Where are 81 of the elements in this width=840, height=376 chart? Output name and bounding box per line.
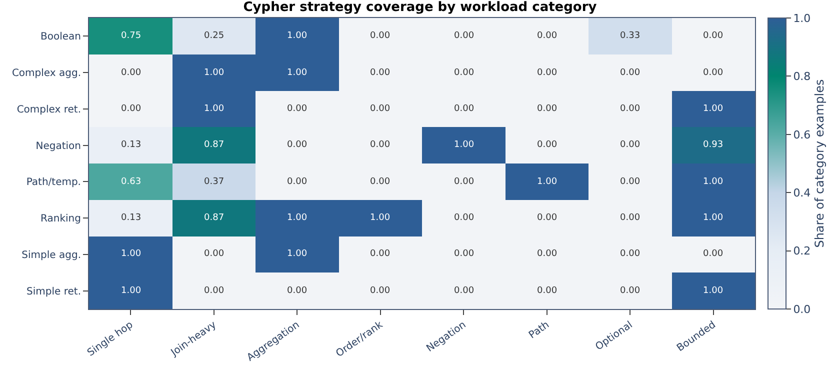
data-label: 0.87 (204, 213, 224, 223)
data-label: 0.00 (287, 140, 308, 150)
color-bar-label: 0.6 (793, 128, 811, 142)
color-bar-label: 0.0 (793, 302, 811, 316)
data-label: 0.00 (454, 104, 474, 114)
data-label: 0.75 (121, 31, 142, 41)
data-label: 1.00 (703, 286, 724, 296)
y-tick-label: Boolean (40, 32, 81, 43)
data-label: 0.00 (454, 177, 474, 187)
data-label: 0.00 (703, 68, 724, 78)
data-label: 0.00 (121, 104, 142, 114)
data-label: 0.00 (537, 31, 558, 41)
chart-title: Cypher strategy coverage by workload category (243, 0, 598, 15)
data-label: 0.00 (287, 177, 308, 187)
data-label: 1.00 (121, 286, 142, 296)
data-label: 0.00 (454, 213, 474, 223)
data-label: 0.00 (454, 286, 474, 296)
data-label: 0.00 (121, 68, 142, 78)
x-tick-label: Path (527, 320, 552, 342)
data-label: 0.00 (204, 249, 224, 259)
data-label: 0.00 (537, 68, 558, 78)
data-label: 1.00 (454, 140, 474, 150)
color-bar-label: 0.2 (793, 244, 811, 258)
data-label: 1.00 (703, 213, 724, 223)
color-bar-title: Share of category examples (812, 79, 827, 248)
data-label: 0.00 (287, 286, 308, 296)
color-bar-label: 0.4 (793, 186, 811, 200)
data-label: 0.13 (121, 213, 142, 223)
data-label: 0.00 (620, 286, 640, 296)
data-label: 0.00 (620, 104, 640, 114)
data-label: 0.63 (121, 177, 142, 187)
data-label: 1.00 (537, 177, 558, 187)
data-label: 0.00 (370, 286, 390, 296)
data-label: 0.00 (620, 213, 640, 223)
data-label: 1.00 (121, 249, 142, 259)
data-label: 0.00 (703, 249, 724, 259)
data-label: 0.00 (703, 31, 724, 41)
data-label: 0.00 (537, 140, 558, 150)
data-label: 0.00 (537, 286, 558, 296)
data-label: 1.00 (703, 177, 724, 187)
data-label: 0.00 (370, 104, 390, 114)
data-label: 0.37 (204, 177, 224, 187)
data-label: 1.00 (204, 68, 224, 78)
data-label: 0.00 (370, 177, 390, 187)
data-label: 0.00 (620, 68, 640, 78)
data-label: 1.00 (287, 249, 308, 259)
data-label: 0.00 (454, 68, 474, 78)
data-label: 0.25 (204, 31, 224, 41)
data-label: 0.00 (620, 140, 640, 150)
y-tick-label: Ranking (40, 214, 81, 225)
data-label: 0.87 (204, 140, 224, 150)
data-label: 0.00 (370, 249, 390, 259)
data-label: 0.33 (620, 31, 640, 41)
data-label: 0.13 (121, 140, 142, 150)
data-label: 0.00 (537, 249, 558, 259)
data-label: 0.00 (370, 31, 390, 41)
data-label: 0.93 (703, 140, 724, 150)
data-label: 0.00 (287, 104, 308, 114)
data-label: 1.00 (287, 31, 308, 41)
data-label: 1.00 (370, 213, 390, 223)
y-tick-label: Simple ret. (26, 286, 81, 298)
data-label: 0.00 (620, 249, 640, 259)
data-label: 0.00 (537, 104, 558, 114)
data-label: 0.00 (370, 140, 390, 150)
y-tick-label: Complex agg. (12, 68, 81, 80)
y-tick-label: Simple agg. (22, 250, 81, 261)
data-label: 0.00 (620, 177, 640, 187)
color-bar-label: 1.0 (793, 12, 811, 25)
data-label: 0.00 (537, 213, 558, 223)
y-tick-label: Path/temp. (26, 177, 81, 188)
data-label: 1.00 (204, 104, 224, 114)
color-bar-label: 0.8 (793, 70, 811, 84)
data-label: 1.00 (287, 68, 308, 78)
data-label: 1.00 (287, 213, 308, 223)
y-tick-label: Negation (36, 140, 81, 152)
y-tick-label: Complex ret. (16, 104, 81, 116)
data-label: 0.00 (454, 249, 474, 259)
data-label: 1.00 (703, 104, 724, 114)
data-label: 0.00 (454, 31, 474, 41)
data-label: 0.00 (204, 286, 224, 296)
data-label: 0.00 (370, 68, 390, 78)
